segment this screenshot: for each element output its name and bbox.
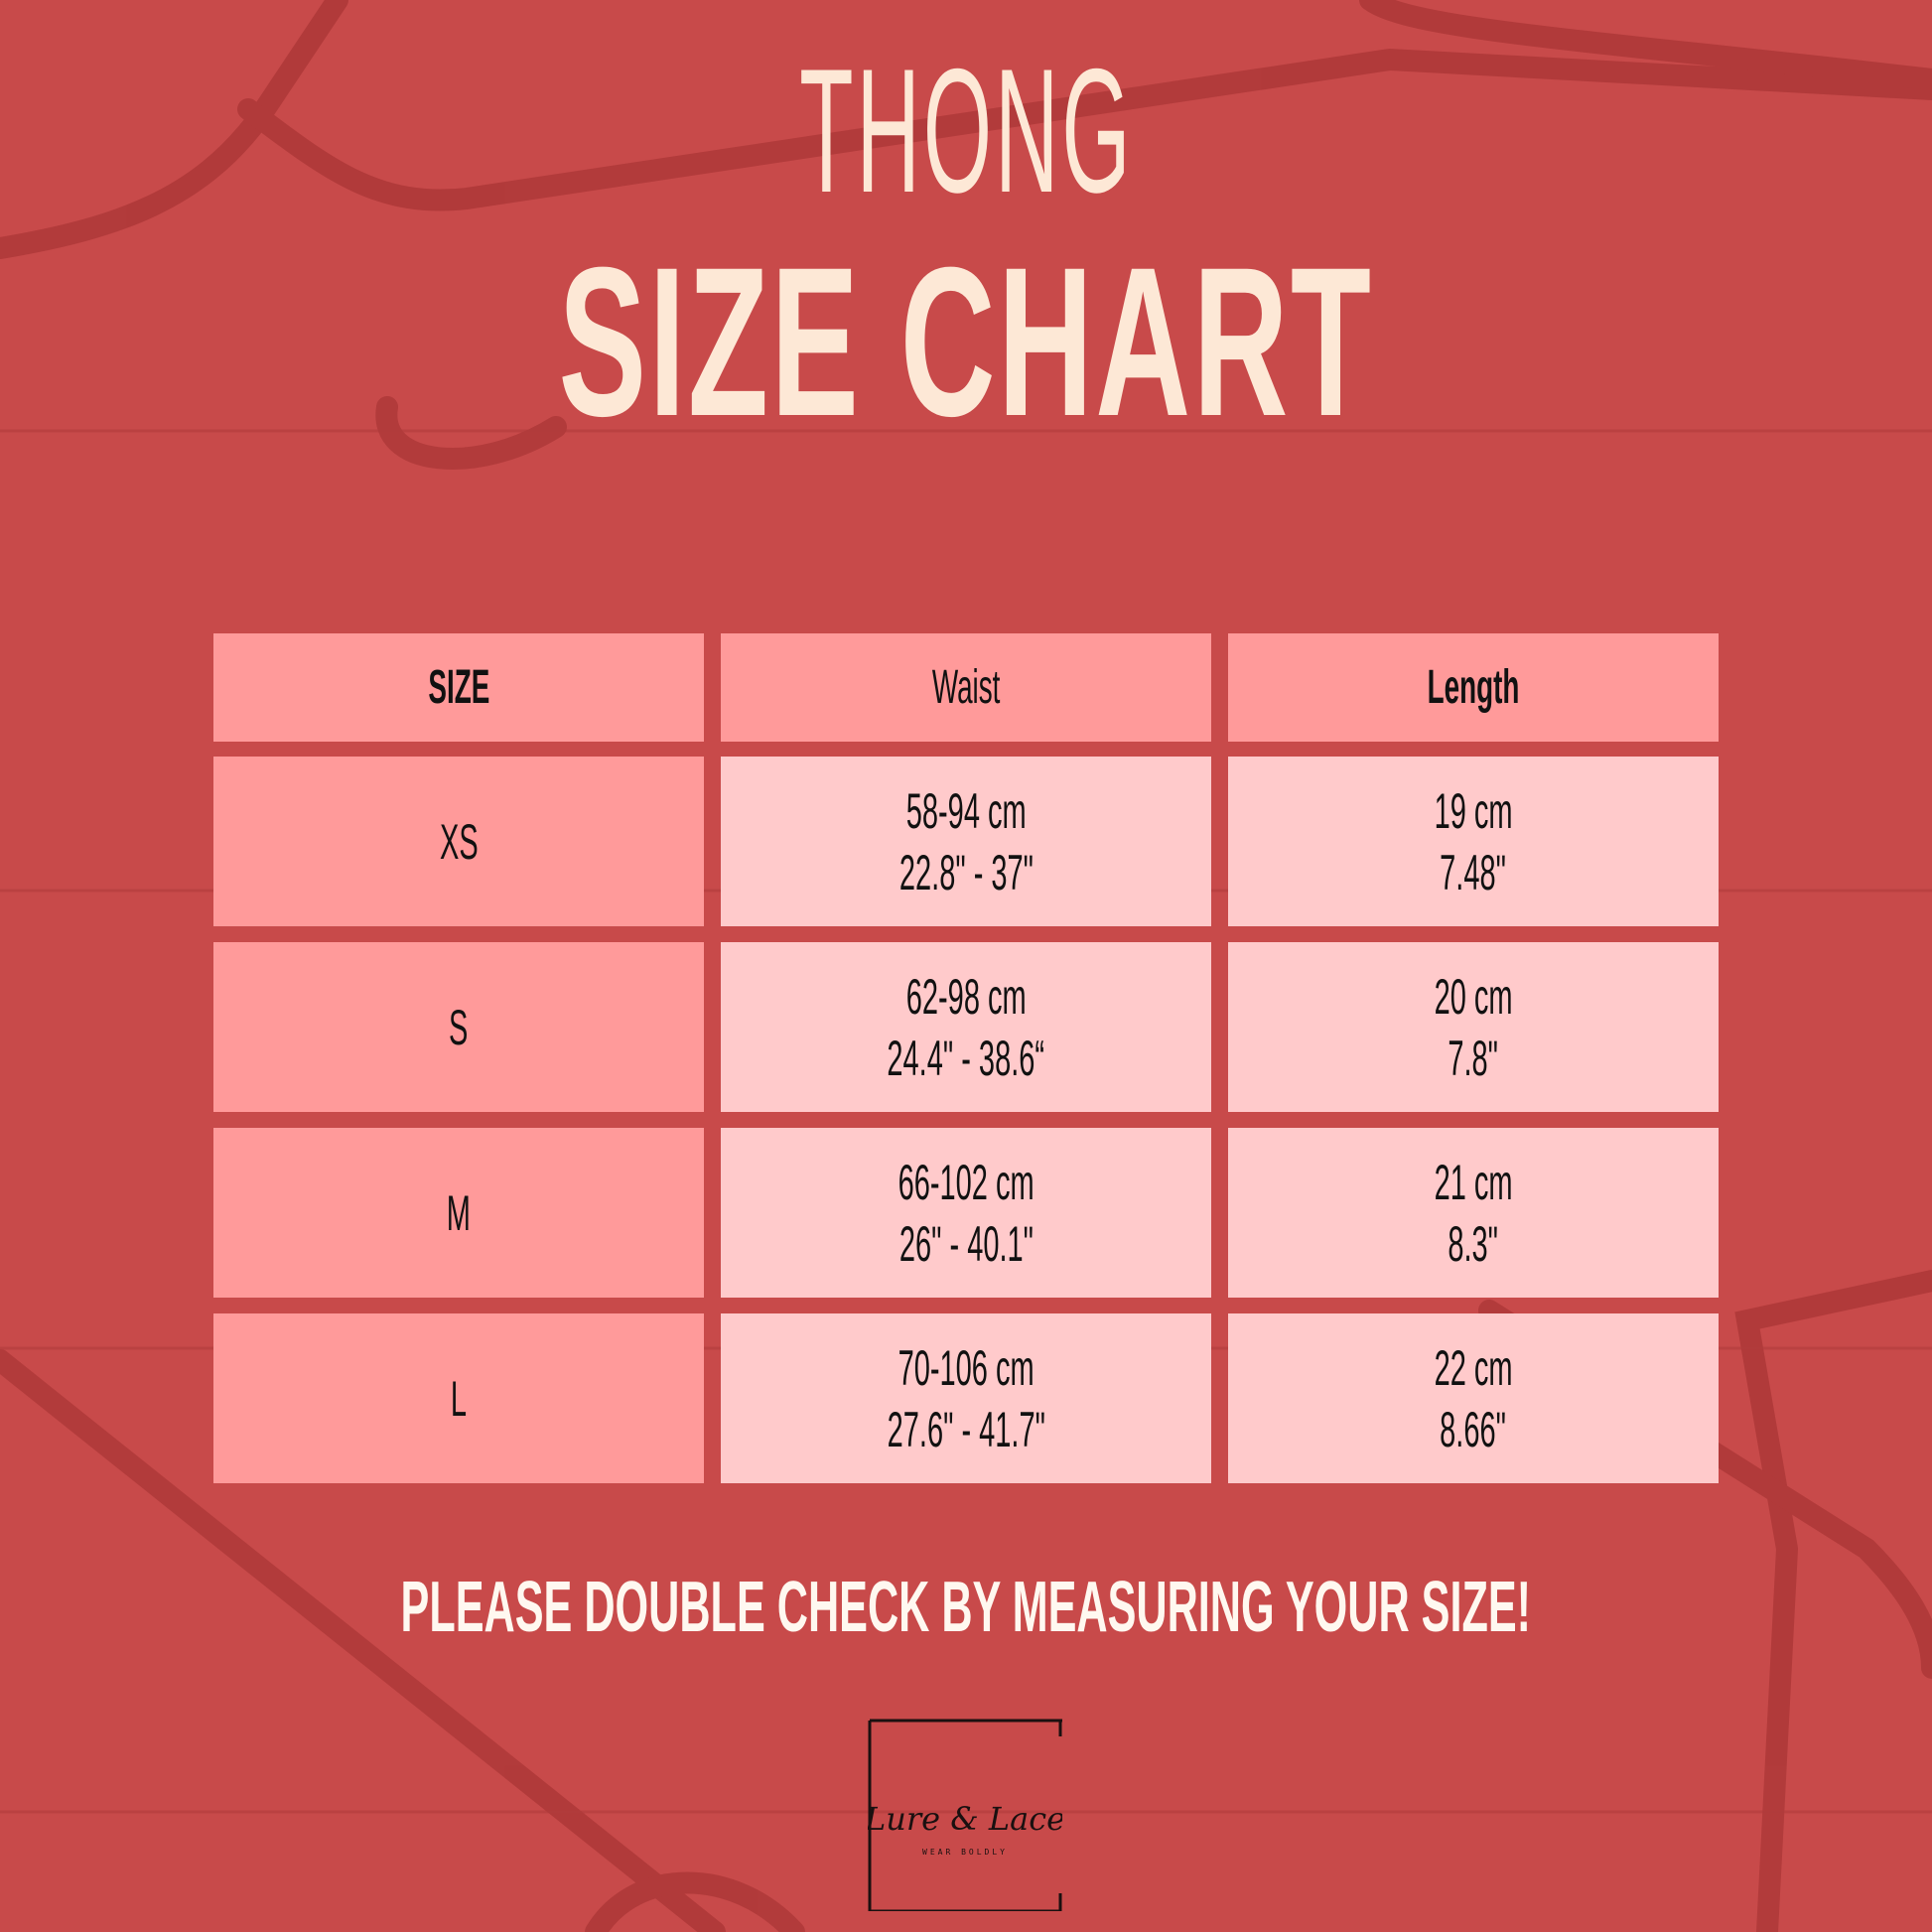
cell-text: 7.8" [1448,1030,1499,1086]
cell-text: 58-94 cm [905,782,1027,839]
cell-text: 21 cm [1434,1154,1513,1210]
brand-logo: Lure & Lace WEAR BOLDLY [868,1719,1062,1911]
cell-text: 22 cm [1434,1339,1513,1396]
footer-note: PLEASE DOUBLE CHECK BY MEASURING YOUR SI… [400,1568,1532,1647]
header-size: SIZE [213,633,704,742]
cell-text: 27.6" - 41.7" [887,1401,1045,1457]
waist-cell: 66-102 cm 26" - 40.1" [721,1128,1211,1298]
cell-text: 62-98 cm [905,968,1027,1025]
cell-text: 8.3" [1448,1215,1499,1272]
cell-text: M [446,1184,472,1241]
cell-text: 19 cm [1434,782,1513,839]
size-cell: S [213,942,704,1112]
cell-text: 26" - 40.1" [898,1215,1034,1272]
cell-text: 70-106 cm [897,1339,1035,1396]
waist-cell: 70-106 cm 27.6" - 41.7" [721,1313,1211,1483]
header-length: Length [1228,633,1719,742]
cell-text: 7.48" [1440,844,1507,900]
cell-text: 8.66" [1440,1401,1507,1457]
size-cell: M [213,1128,704,1298]
waist-cell: 58-94 cm 22.8" - 37" [721,757,1211,926]
header-waist: Waist [721,633,1211,742]
cell-text: 22.8" - 37" [898,844,1034,900]
waist-cell: 62-98 cm 24.4" - 38.6“ [721,942,1211,1112]
length-cell: 22 cm 8.66" [1228,1313,1719,1483]
length-cell: 21 cm 8.3" [1228,1128,1719,1298]
svg-text:Lure & Lace: Lure & Lace [868,1800,1062,1838]
title-thong: THONG [798,32,1134,229]
cell-text: 20 cm [1434,968,1513,1025]
svg-text:WEAR BOLDLY: WEAR BOLDLY [922,1848,1008,1857]
title-size-chart: SIZE CHART [558,223,1374,461]
length-cell: 19 cm 7.48" [1228,757,1719,926]
cell-text: XS [439,813,479,870]
length-cell: 20 cm 7.8" [1228,942,1719,1112]
size-cell: XS [213,757,704,926]
cell-text: 66-102 cm [897,1154,1035,1210]
cell-text: S [449,999,469,1055]
cell-text: L [450,1370,468,1427]
cell-text: 24.4" - 38.6“ [887,1030,1045,1086]
size-cell: L [213,1313,704,1483]
